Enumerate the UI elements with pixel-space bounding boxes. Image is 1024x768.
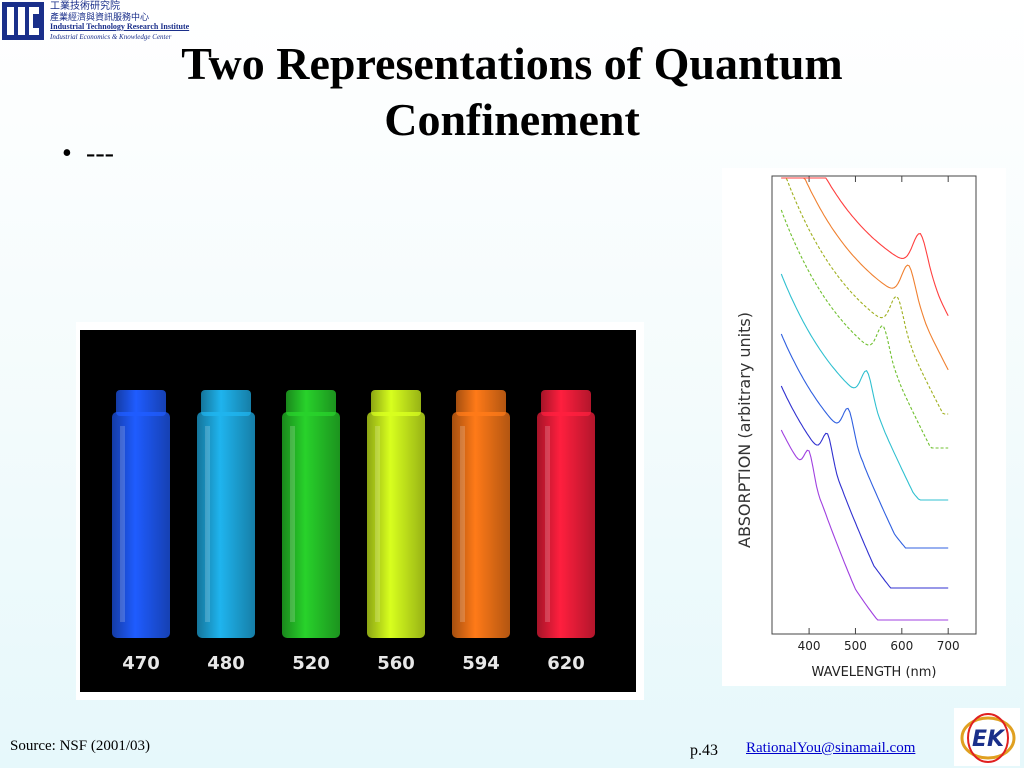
itri-logo-icon (2, 2, 44, 40)
absorption-curve-8 (781, 177, 949, 317)
x-tick-label-700: 700 (937, 639, 960, 653)
contact-email-link[interactable]: RationalYou@sinamail.com (746, 740, 916, 756)
absorption-curve-6 (781, 177, 949, 415)
y-axis-label: ABSORPTION (arbitrary units) (735, 312, 754, 548)
absorption-chart: 400 500 600 700 WAVELENGTH (nm) ABSORPTION … (722, 168, 1006, 686)
absorption-curve-1 (780, 429, 949, 621)
org-name-zh-1: 工業技術研究院 (50, 1, 120, 12)
ek-logo-icon: EK (954, 708, 1020, 766)
org-name-en-2: Industrial Economics & Knowledge Center (50, 33, 172, 41)
bullet-item: • --- (62, 138, 114, 170)
source-note: Source: NSF (2001/03) (10, 738, 150, 754)
plot-frame (771, 175, 977, 635)
absorption-curve-5 (780, 209, 949, 449)
vial-4 (367, 390, 425, 638)
absorption-curve-2 (780, 385, 949, 589)
x-tick-label-600: 600 (890, 639, 913, 653)
title-line-1: Two Representations of Quantum (181, 38, 843, 89)
page-number: p.43 (690, 742, 718, 759)
vial-label-2: 480 (207, 653, 245, 674)
vial-1 (112, 390, 170, 638)
vial-label-1: 470 (122, 653, 160, 674)
vial-5 (452, 390, 510, 638)
vial-2 (197, 390, 255, 638)
title-line-2: Confinement (384, 94, 640, 145)
vial-label-4: 560 (377, 653, 415, 674)
x-axis-label: WAVELENGTH (nm) (812, 665, 937, 680)
org-name-en-1: Industrial Technology Research Institute (50, 22, 190, 31)
x-tick-label-400: 400 (798, 639, 821, 653)
vial-3 (282, 390, 340, 638)
svg-text:EK: EK (972, 727, 1006, 752)
quantum-dot-vials-photo: 470 480 520 560 594 620 (76, 322, 644, 700)
x-tick-label-500: 500 (844, 639, 867, 653)
bullet-dot-icon: • (62, 138, 72, 169)
absorption-curve-7 (781, 177, 949, 371)
absorption-curve-3 (780, 333, 949, 549)
vial-6 (537, 390, 595, 638)
absorption-curve-4 (780, 273, 949, 501)
vial-label-3: 520 (292, 653, 330, 674)
bullet-text: --- (86, 138, 114, 169)
org-header: 工業技術研究院 產業經濟與資訊服務中心 Industrial Technolog… (50, 2, 189, 42)
slide-title: Two Representations of Quantum Confineme… (0, 36, 1024, 148)
vial-label-5: 594 (462, 653, 500, 674)
org-name-zh-2: 產業經濟與資訊服務中心 (50, 12, 150, 22)
vial-label-6: 620 (547, 653, 585, 674)
